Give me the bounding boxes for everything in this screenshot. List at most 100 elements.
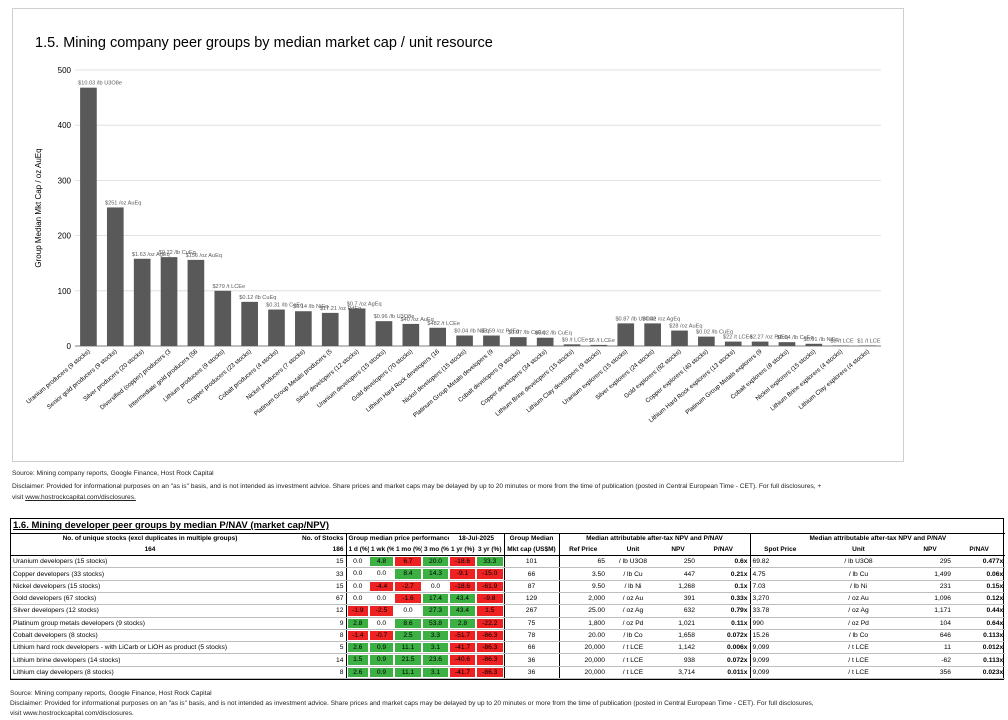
cell-npv: 447 xyxy=(659,567,697,581)
cell-pnav2: 0.023x xyxy=(953,666,1006,680)
perf-cell-d1: 0.0 xyxy=(345,580,369,593)
col-1mo: 1 mo (%) xyxy=(394,544,422,557)
cell-npv: 1,658 xyxy=(659,629,697,643)
cell-ref: 65 xyxy=(558,555,607,569)
perf-cell-yr3: 33.3 xyxy=(476,555,504,569)
cell-ref: 9.50 xyxy=(558,580,607,593)
table-visit[interactable]: visit www.hostrockcapital.com/disclosure… xyxy=(10,710,134,717)
perf-cell-d1: -1.4 xyxy=(345,629,369,643)
perf-cell-yr1: -41.7 xyxy=(449,666,476,680)
cell-n: 12 xyxy=(289,604,346,618)
perf-value: -61.9 xyxy=(477,581,503,591)
cell-unit: / lb Ni xyxy=(607,580,659,593)
perf-value: -1.9 xyxy=(347,606,368,616)
cell-npv: 391 xyxy=(659,592,697,606)
cell-n: 8 xyxy=(289,666,346,680)
perf-value: -18.6 xyxy=(450,557,475,567)
disclosures-link[interactable]: www.hostrockcapital.com/disclosures. xyxy=(25,494,136,501)
perf-value: -86.3 xyxy=(477,643,503,653)
col-1yr: 1 yr (%) xyxy=(449,544,476,557)
cell-ref: 2,000 xyxy=(558,592,607,606)
cell-unit2: / oz Pd xyxy=(810,617,907,630)
col-spot: Spot Price xyxy=(749,544,810,557)
perf-value: 0.0 xyxy=(353,582,363,590)
table-title: 1.6. Mining developer peer groups by med… xyxy=(11,519,1006,534)
bar xyxy=(456,335,473,346)
cell-pnav2: 0.113x xyxy=(953,653,1006,667)
perf-value: 2.6 xyxy=(347,667,368,678)
perf-cell-d1: 2.8 xyxy=(345,617,369,630)
perf-value: 0.9 xyxy=(370,667,393,678)
cell-spot: 9,099 xyxy=(749,641,810,655)
col-refprice: Ref Price xyxy=(558,544,607,557)
data-label: $156 /oz AuEq xyxy=(186,253,222,259)
perf-value: 0.0 xyxy=(403,607,413,615)
perf-cell-wk: 0.9 xyxy=(369,653,394,667)
perf-value: 0.9 xyxy=(370,655,393,665)
data-label: $279 /t LCEe xyxy=(212,284,245,290)
perf-value: 3.1 xyxy=(423,667,448,678)
cell-name: Lithium brine developers (14 stocks) xyxy=(11,653,289,667)
data-label: $17.21 /oz PdEq xyxy=(320,306,361,312)
cell-n: 67 xyxy=(289,592,346,606)
bar xyxy=(429,327,447,346)
col-unit: Unit xyxy=(607,544,659,557)
cell-npv2: 11 xyxy=(907,641,953,655)
perf-cell-mo1: 2.5 xyxy=(394,629,422,643)
bar xyxy=(751,341,769,346)
perf-cell-mo1: 0.0 xyxy=(394,604,422,618)
bar xyxy=(80,87,97,346)
perf-cell-mo3: 23.6 xyxy=(422,653,449,667)
perf-cell-mo3: 3.1 xyxy=(422,666,449,680)
perf-value: -1.4 xyxy=(347,630,368,641)
cell-mcap: 66 xyxy=(503,567,559,581)
perf-cell-yr1: -9.1 xyxy=(449,567,476,581)
perf-cell-mo1: 21.5 xyxy=(394,653,422,667)
cell-pnav2: 0.15x xyxy=(953,580,1006,593)
perf-cell-wk: 0.9 xyxy=(369,666,394,680)
cell-unit: / t LCE xyxy=(607,666,659,680)
perf-value: 33.3 xyxy=(477,557,503,567)
cell-spot: 15.26 xyxy=(749,629,810,643)
perf-value: 2.8 xyxy=(450,618,475,628)
bar xyxy=(214,290,232,346)
perf-value: 0.0 xyxy=(353,594,363,602)
bar xyxy=(778,342,796,346)
cell-mcap: 101 xyxy=(503,555,559,569)
cell-spot: 7.03 xyxy=(749,580,810,593)
cell-npv2: 231 xyxy=(907,580,953,593)
perf-value: -15.0 xyxy=(477,569,503,579)
perf-cell-mo3: 53.8 xyxy=(422,617,449,630)
chart-title: 1.5. Mining company peer groups by media… xyxy=(35,35,493,51)
cell-spot: 9,099 xyxy=(749,666,810,680)
cell-unit2: / t LCE xyxy=(810,641,907,655)
cell-ref: 20,000 xyxy=(558,653,607,667)
cell-npv2: -62 xyxy=(907,653,953,667)
cell-npv2: 1,499 xyxy=(907,567,953,581)
y-tick-label: 0 xyxy=(67,342,72,351)
perf-value: -9.1 xyxy=(450,569,475,579)
col-pnav2: P/NAV xyxy=(953,544,1006,557)
perf-cell-wk: -4.4 xyxy=(369,580,394,593)
perf-cell-yr1: -51.7 xyxy=(449,629,476,643)
perf-value: -51.7 xyxy=(450,630,475,641)
bar xyxy=(348,308,366,346)
data-label: $0.07 /lb CoEq xyxy=(508,330,545,336)
perf-value: 2.8 xyxy=(347,618,368,628)
perf-cell-yr1: 43.4 xyxy=(449,592,476,606)
cell-pnav: 0.1x xyxy=(697,580,750,593)
cell-name: Lithium clay developers (8 stocks) xyxy=(11,666,289,680)
cell-spot: 4.75 xyxy=(749,567,810,581)
cell-mcap: 36 xyxy=(503,653,559,667)
perf-cell-mo1: -1.6 xyxy=(394,592,422,606)
cell-n: 8 xyxy=(289,629,346,643)
cell-unit2: / lb U3O8 xyxy=(810,555,907,569)
cell-mcap: 87 xyxy=(503,580,559,593)
perf-value: 0.0 xyxy=(430,582,441,590)
cell-spot: 3,270 xyxy=(749,592,810,606)
cell-n: 5 xyxy=(289,641,346,655)
perf-cell-yr3: -15.0 xyxy=(476,567,504,581)
cell-npv: 1,021 xyxy=(659,617,697,630)
cell-npv2: 1,096 xyxy=(907,592,953,606)
y-tick-label: 200 xyxy=(58,232,72,241)
